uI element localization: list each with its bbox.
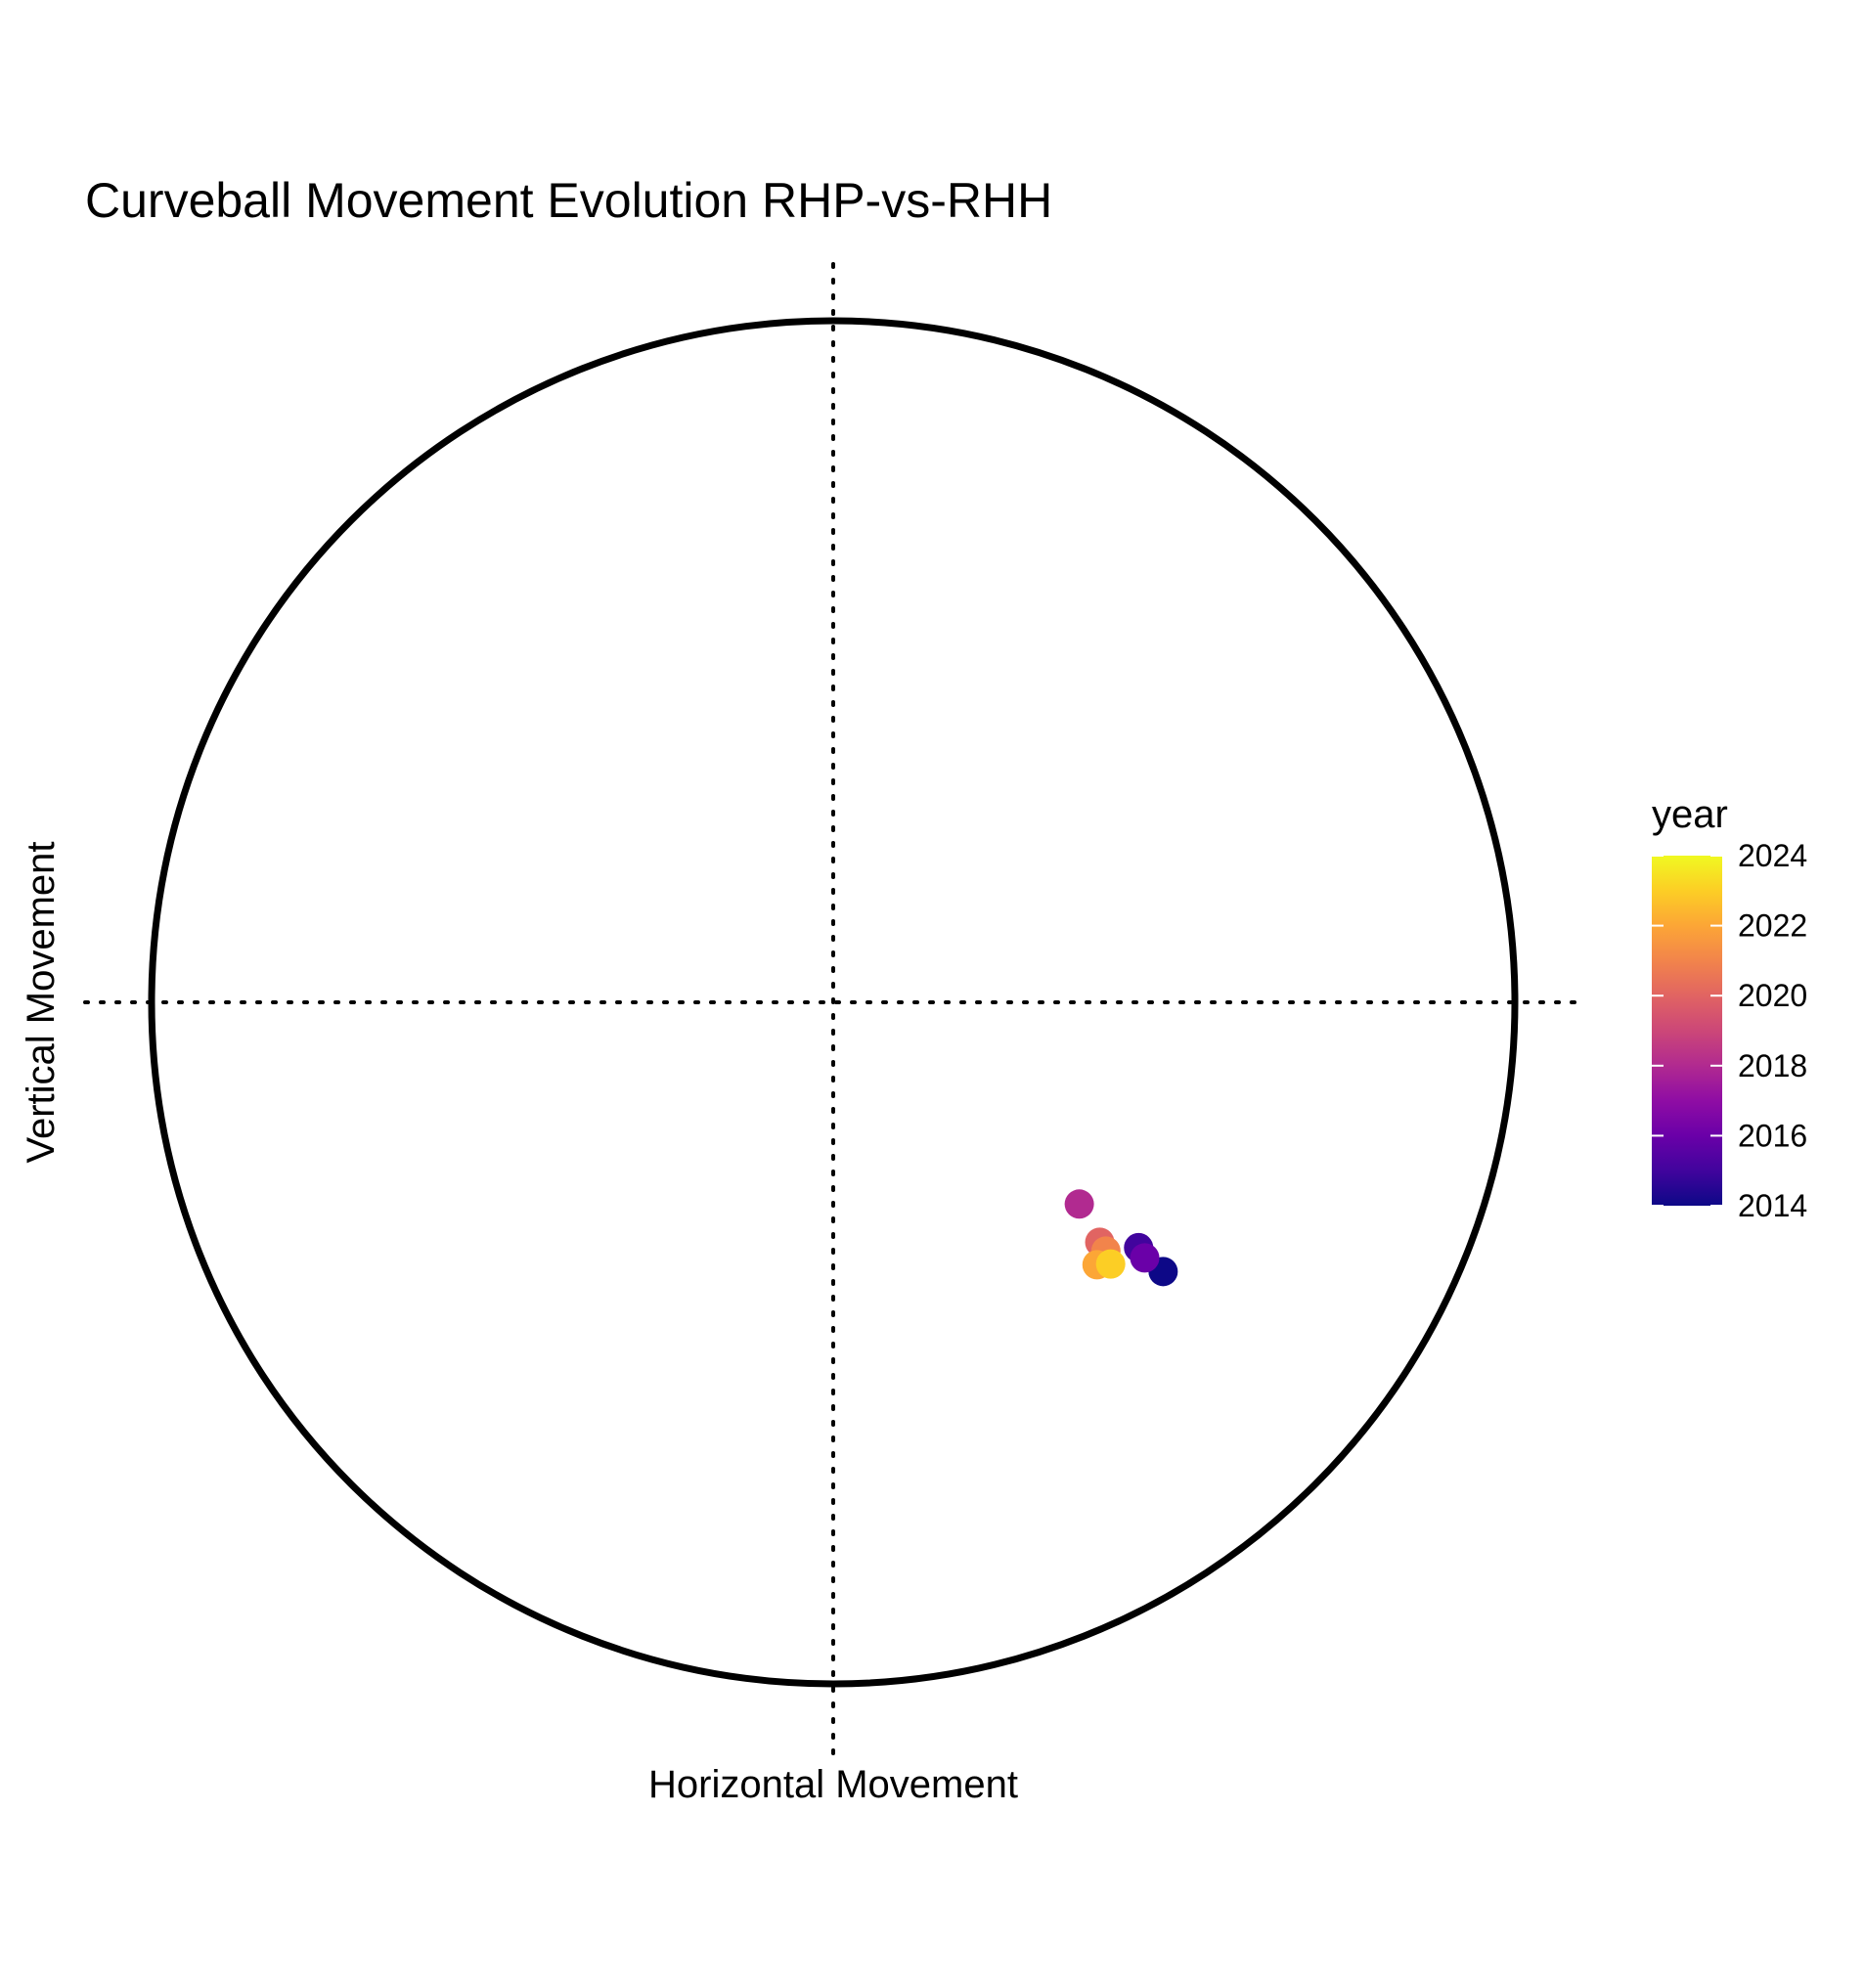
color-legend: year 2014 2016 2018 2020 2022 2024 — [1652, 793, 1807, 1223]
legend-tick-label-2020: 2020 — [1738, 978, 1807, 1013]
legend-tick-label-2024: 2024 — [1738, 838, 1807, 873]
legend-tick-label-2018: 2018 — [1738, 1048, 1807, 1083]
legend-tick-label-2014: 2014 — [1738, 1188, 1807, 1223]
y-axis-label: Vertical Movement — [20, 841, 63, 1163]
legend-tick-label-2016: 2016 — [1738, 1118, 1807, 1153]
legend-title: year — [1652, 793, 1728, 836]
x-axis-label: Horizontal Movement — [648, 1763, 1018, 1806]
point-2023 — [1095, 1249, 1126, 1279]
unit-circle — [148, 317, 1519, 1688]
legend-ticks: 2014 2016 2018 2020 2022 2024 — [1652, 838, 1807, 1223]
legend-colorbar — [1652, 856, 1722, 1206]
reference-layer — [83, 262, 1579, 1757]
point-2018 — [1064, 1189, 1094, 1219]
legend-tick-label-2022: 2022 — [1738, 908, 1807, 944]
point-2016 — [1130, 1243, 1160, 1273]
points-layer — [1064, 1189, 1178, 1287]
chart-title: Curveball Movement Evolution RHP-vs-RHH — [85, 173, 1052, 228]
